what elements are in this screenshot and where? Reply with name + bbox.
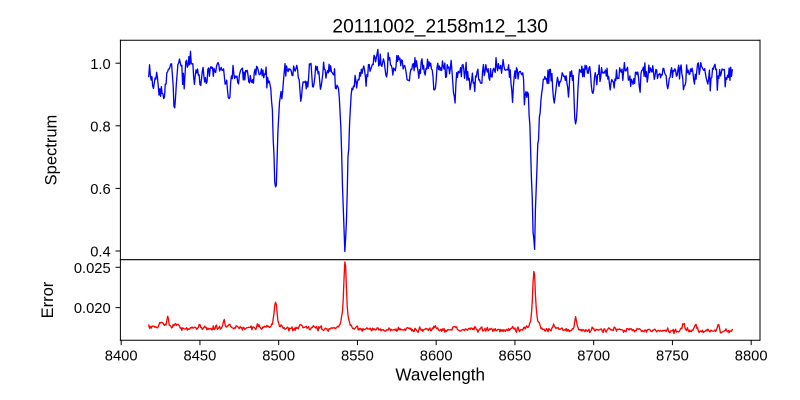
- svg-text:20111002_2158m12_130: 20111002_2158m12_130: [332, 16, 548, 37]
- svg-text:8750: 8750: [656, 349, 689, 365]
- svg-text:Spectrum: Spectrum: [41, 115, 60, 186]
- svg-text:1.0: 1.0: [90, 57, 110, 73]
- svg-text:0.025: 0.025: [74, 261, 111, 277]
- svg-text:8700: 8700: [577, 349, 610, 365]
- svg-text:8450: 8450: [184, 349, 217, 365]
- svg-text:0.4: 0.4: [90, 245, 110, 261]
- svg-text:8550: 8550: [341, 349, 374, 365]
- svg-text:0.020: 0.020: [74, 301, 111, 317]
- svg-text:8800: 8800: [735, 349, 768, 365]
- svg-text:8650: 8650: [499, 349, 532, 365]
- svg-text:8600: 8600: [420, 349, 453, 365]
- svg-text:0.6: 0.6: [90, 182, 110, 198]
- svg-text:Wavelength: Wavelength: [395, 365, 485, 384]
- svg-text:8400: 8400: [105, 349, 138, 365]
- svg-text:Error: Error: [38, 281, 57, 318]
- svg-text:0.8: 0.8: [90, 119, 110, 135]
- svg-text:8500: 8500: [262, 349, 295, 365]
